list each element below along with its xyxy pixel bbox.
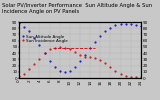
Sun Altitude Angle [74, 66, 76, 67]
Sun Incidence Angle [104, 62, 106, 64]
Sun Incidence Angle [49, 49, 51, 50]
Sun Altitude Angle [109, 27, 111, 28]
Line: Sun Incidence Angle: Sun Incidence Angle [19, 46, 141, 78]
Sun Incidence Angle [69, 49, 71, 50]
Sun Altitude Angle [130, 24, 132, 25]
Sun Altitude Angle [94, 41, 96, 42]
Sun Altitude Angle [64, 71, 66, 72]
Sun Altitude Angle [79, 61, 81, 62]
Sun Incidence Angle [125, 76, 127, 77]
Line: Sun Altitude Angle: Sun Altitude Angle [19, 22, 141, 72]
Sun Altitude Angle [39, 44, 40, 46]
Sun Altitude Angle [54, 66, 56, 67]
Sun Incidence Angle [135, 77, 137, 78]
Sun Incidence Angle [74, 51, 76, 53]
Sun Incidence Angle [64, 47, 66, 48]
Sun Altitude Angle [18, 23, 20, 24]
Sun Incidence Angle [140, 77, 142, 78]
Sun Incidence Angle [84, 56, 86, 57]
Sun Incidence Angle [120, 74, 121, 75]
Sun Altitude Angle [120, 23, 121, 24]
Sun Incidence Angle [79, 54, 81, 56]
Sun Incidence Angle [130, 76, 132, 77]
Sun Altitude Angle [99, 36, 101, 37]
Sun Altitude Angle [125, 23, 127, 24]
Sun Incidence Angle [54, 47, 56, 48]
Sun Altitude Angle [135, 24, 137, 26]
Sun Altitude Angle [89, 48, 91, 49]
Sun Altitude Angle [104, 31, 106, 32]
Sun Incidence Angle [99, 59, 101, 61]
Sun Incidence Angle [33, 64, 35, 65]
Sun Incidence Angle [39, 58, 40, 59]
Sun Incidence Angle [23, 73, 25, 74]
Sun Altitude Angle [49, 60, 51, 61]
Sun Altitude Angle [140, 25, 142, 26]
Sun Incidence Angle [59, 46, 61, 48]
Sun Incidence Angle [109, 66, 111, 67]
Sun Incidence Angle [115, 71, 116, 72]
Sun Altitude Angle [33, 37, 35, 38]
Text: Solar PV/Inverter Performance  Sun Altitude Angle & Sun Incidence Angle on PV Pa: Solar PV/Inverter Performance Sun Altitu… [2, 3, 152, 14]
Sun Incidence Angle [28, 69, 30, 70]
Sun Altitude Angle [23, 26, 25, 28]
Sun Altitude Angle [59, 70, 61, 71]
Sun Incidence Angle [89, 57, 91, 58]
Sun Altitude Angle [115, 24, 116, 26]
Sun Altitude Angle [28, 31, 30, 32]
Sun Incidence Angle [18, 76, 20, 77]
Sun Incidence Angle [94, 57, 96, 59]
Sun Altitude Angle [69, 70, 71, 71]
Legend: Sun Altitude Angle, Sun Incidence Angle: Sun Altitude Angle, Sun Incidence Angle [21, 34, 68, 43]
Sun Altitude Angle [84, 54, 86, 56]
Sun Incidence Angle [44, 52, 45, 54]
Sun Altitude Angle [44, 52, 45, 54]
